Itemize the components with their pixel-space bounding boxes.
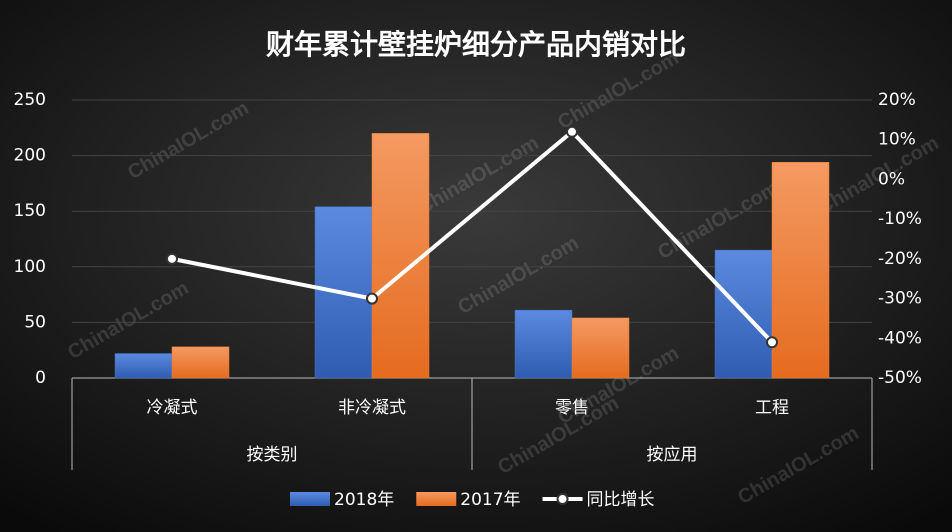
bar [371, 133, 430, 379]
y-tick-label: 50 [24, 312, 46, 332]
point [366, 292, 378, 305]
bar [171, 346, 230, 379]
point [766, 336, 778, 349]
bar [571, 317, 630, 379]
x-tick-label: 冷凝式 [147, 398, 198, 418]
y2-tick-label: -40% [878, 328, 922, 348]
y2-tick-label: 10% [878, 130, 916, 150]
y2-tick-label: -10% [878, 209, 922, 229]
bar [114, 353, 173, 379]
legend-label: 2018年 [334, 490, 394, 510]
group-label: 按类别 [247, 445, 298, 465]
x-tick-label: 零售 [555, 398, 589, 418]
x-tick-label: 非冷凝式 [338, 398, 406, 418]
legend-label: 2017年 [460, 490, 520, 510]
y2-tick-label: 20% [878, 90, 916, 110]
y-tick-label: 250 [14, 90, 46, 110]
point [566, 125, 578, 138]
y2-tick-label: -30% [878, 289, 922, 309]
x-tick-label: 工程 [755, 398, 789, 418]
bar [514, 309, 573, 379]
y-tick-label: 150 [14, 201, 46, 221]
y-tick-label: 100 [14, 257, 46, 277]
legend-label: 同比增长 [587, 490, 655, 510]
chart-title: 财年累计壁挂炉细分产品内销对比 [266, 28, 686, 61]
point [166, 252, 178, 265]
group-label: 按应用 [647, 445, 698, 465]
y2-tick-label: -20% [878, 249, 922, 269]
legend-swatch [290, 492, 330, 506]
legend-swatch [416, 492, 457, 506]
y2-tick-label: -50% [878, 368, 922, 388]
legend-swatch [556, 493, 569, 505]
line [171, 129, 774, 344]
y-tick-label: 0 [35, 368, 46, 388]
y-tick-label: 200 [14, 146, 46, 166]
y2-tick-label: 0% [878, 169, 905, 189]
bar [771, 162, 830, 379]
